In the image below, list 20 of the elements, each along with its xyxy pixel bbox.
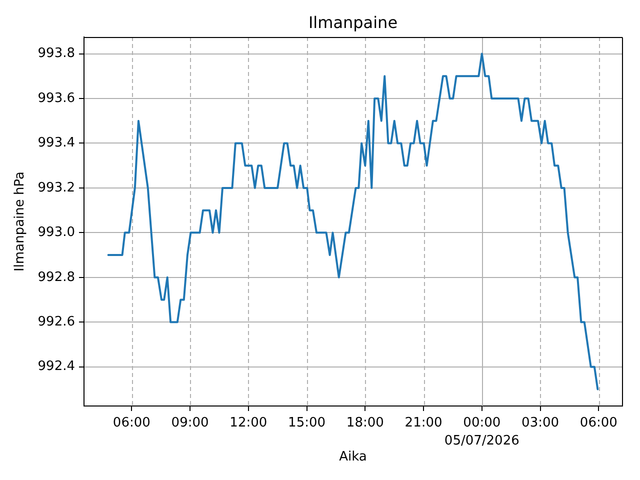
y-axis-title: Ilmanpaine hPa [12, 172, 28, 272]
y-tick-label: 993.6 [38, 90, 75, 106]
x-tick-label: 09:00 [171, 415, 209, 430]
y-tick-label: 993.8 [38, 46, 75, 62]
x-axis-title: Aika [339, 449, 367, 464]
y-tick-label: 993.2 [38, 180, 75, 196]
chart-title: Ilmanpaine [308, 13, 398, 32]
y-tick-label: 993.4 [38, 136, 75, 151]
x-tick-label: 15:00 [288, 415, 326, 430]
y-tick-label: 992.6 [38, 314, 75, 330]
y-tick-label: 992.8 [38, 270, 75, 285]
y-tick-label: 992.4 [38, 359, 75, 374]
x-tick-label: 18:00 [346, 415, 384, 430]
y-tick-label: 993.0 [38, 225, 75, 240]
x-tick-label: 06:00 [580, 415, 618, 430]
x-tick-label: 21:00 [404, 415, 442, 430]
x-tick-label: 00:00 05/07/2026 [444, 415, 520, 449]
x-tick-label: 12:00 [230, 415, 268, 430]
x-tick-label: 06:00 [112, 415, 150, 430]
x-tick-label: 03:00 [522, 415, 560, 430]
